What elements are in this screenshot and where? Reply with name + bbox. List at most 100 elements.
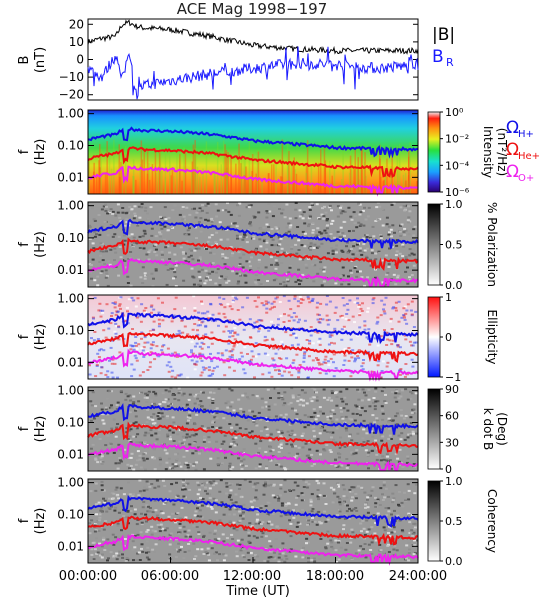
legend-total-field: |B| [432, 25, 455, 45]
he-plus-gyrofrequency-line [87, 515, 418, 547]
colorbar-label: k dot B [481, 408, 495, 450]
y-tick-label: 0.01 [57, 170, 84, 184]
y-tick-label: −20 [59, 88, 84, 102]
y-tick-label: 0.01 [57, 263, 84, 277]
spectrogram-image [88, 202, 418, 287]
spectrogram-panels: 1.000.100.01f (Hz)10⁰10⁻²10⁻⁴10⁻⁶Intensit… [17, 106, 509, 568]
colorbar-tick-label: 10⁰ [445, 106, 464, 119]
he-plus-gyrofrequency-line [87, 421, 419, 456]
colorbar-tick-label: 10⁻⁴ [445, 159, 470, 172]
panel-polarization: 1.00 0.10 0.01 f (Hz) 1.0 0.5 0.0 % Polarization [17, 198, 499, 292]
spectrogram-texture [89, 387, 418, 471]
he-plus-gyrofrequency-line [87, 331, 419, 363]
colorbar-unit: (Deg) [495, 412, 509, 446]
panel-coherency: 1.00 0.10 0.01 f (Hz) 1.0 0.5 0.0 Coherency [17, 475, 499, 568]
panel-frame [87, 294, 419, 380]
y-tick-label: 0.10 [57, 138, 84, 152]
y-axis-unit: (Hz) [33, 324, 48, 351]
y-axis-label: f [17, 334, 32, 339]
colorbar-tick-label: 0.5 [445, 515, 463, 528]
y-tick-label: 1.00 [57, 107, 84, 121]
he-plus-gyrofrequency-line [87, 237, 419, 272]
panel-frame [87, 386, 419, 472]
colorbar-tick-label: 1.0 [445, 198, 463, 211]
y-axis-unit: (nT) [33, 47, 48, 73]
colorbar-tick-label: 0 [445, 463, 452, 476]
x-axis-label: Time (UT) [225, 584, 290, 599]
h-plus-gyrofrequency-line [87, 126, 419, 159]
panel-magnetic-field: 20 10 0 −10 −20 B (nT) |B| B R [17, 17, 455, 101]
colorbar-tick-label: 90 [445, 383, 459, 396]
y-tick-label: 0.01 [57, 539, 84, 553]
colorbar-tick-label: 30 [445, 436, 459, 449]
colorbar [427, 480, 441, 562]
colorbar-tick-label: 0.0 [445, 279, 463, 292]
o-plus-gyrofrequency-line [87, 442, 419, 471]
colorbar-tick-label: 60 [445, 410, 459, 423]
h-plus-gyrofrequency-line [87, 494, 419, 528]
y-axis-unit: (Hz) [33, 416, 48, 443]
y-tick-label: 0 [76, 53, 84, 67]
x-tick-label: 18:00:00 [306, 569, 364, 584]
legend-h-plus-subscript: H+ [518, 129, 534, 140]
y-axis-label: f [17, 518, 32, 523]
y-axis-unit: (Hz) [33, 139, 48, 166]
colorbar [427, 203, 441, 286]
y-tick-label: 10 [69, 35, 84, 49]
colorbar-label: % Polarization [485, 202, 499, 287]
legend-o-plus-subscript: O+ [518, 173, 534, 184]
colorbar [427, 111, 441, 193]
y-tick-label: 0.10 [57, 231, 84, 245]
o-plus-gyrofrequency-line [87, 257, 419, 287]
y-axis-unit: (Hz) [33, 508, 48, 535]
y-tick-label: 20 [69, 17, 84, 31]
x-tick-label: 12:00:00 [223, 569, 281, 584]
y-tick-label: 0.10 [57, 415, 84, 429]
y-tick-label: 1.00 [57, 384, 84, 398]
colorbar [427, 388, 441, 470]
y-tick-label: 1.00 [57, 476, 84, 490]
colorbar-tick-label: 10⁻⁶ [445, 186, 470, 199]
o-plus-gyrofrequency-line [87, 348, 419, 382]
ytick-group: 20 10 0 −10 −20 [59, 17, 418, 102]
h-plus-gyrofrequency-line [87, 311, 419, 345]
he-plus-gyrofrequency-line [87, 146, 419, 178]
x-tick-label: 06:00:00 [141, 569, 199, 584]
colorbar-tick-label: 10⁻² [445, 133, 469, 146]
legend-omega-he: Ω [506, 140, 519, 160]
colorbar-tick-label: 0.5 [445, 239, 463, 252]
series-line-total-field [87, 19, 419, 55]
panel-k-dot-B: 1.00 0.10 0.01 f (Hz) 90 60 30 0 k dot B (Deg) [17, 383, 509, 476]
y-tick-label: 0.10 [57, 507, 84, 521]
h-plus-gyrofrequency-line [87, 403, 419, 435]
legend-radial-subscript: R [446, 56, 454, 69]
y-tick-label: 1.00 [57, 199, 84, 213]
x-tick-label: 00:00:00 [59, 569, 117, 584]
o-plus-gyrofrequency-line [87, 534, 419, 566]
o-plus-gyrofrequency-line [87, 165, 419, 197]
y-axis-label: f [17, 149, 32, 154]
spectrogram-texture [88, 479, 418, 563]
x-axis: 00:00:00 06:00:00 12:00:00 18:00:00 24:0… [59, 569, 447, 599]
legend-omega-h: Ω [506, 118, 519, 138]
colorbar-tick-label: −1 [445, 371, 461, 384]
panel-ellipticity: 1.00 0.10 0.01 f (Hz) 1 0 −1 Ellipticity [17, 291, 499, 384]
spectrogram-image [88, 479, 418, 563]
panel-intensity: 1.00 0.10 0.01 f (Hz) 10⁰ 10⁻² 10⁻⁴ 10⁻⁶ Intensit… [17, 106, 509, 199]
gyrofrequency-legend: Ω H+ Ω He+ Ω O+ [506, 118, 540, 184]
y-tick-label: 0.10 [57, 323, 84, 337]
y-tick-label: 1.00 [57, 292, 84, 306]
colorbar-unit: (nT²/Hz) [495, 128, 509, 176]
y-axis-label: B [17, 56, 32, 65]
panel-frame [87, 18, 419, 101]
colorbar-label: Intensity [481, 126, 495, 178]
series-line-radial-field [87, 46, 419, 100]
legend-radial-field: B [432, 47, 444, 67]
colorbar-tick-label: 1.0 [445, 475, 463, 488]
y-axis-unit: (Hz) [33, 231, 48, 258]
figure-title: ACE Mag 1998−197 [177, 0, 328, 18]
legend-he-plus-subscript: He+ [518, 151, 540, 162]
x-tick-label: 24:00:00 [389, 569, 447, 584]
y-tick-label: −10 [59, 70, 84, 84]
